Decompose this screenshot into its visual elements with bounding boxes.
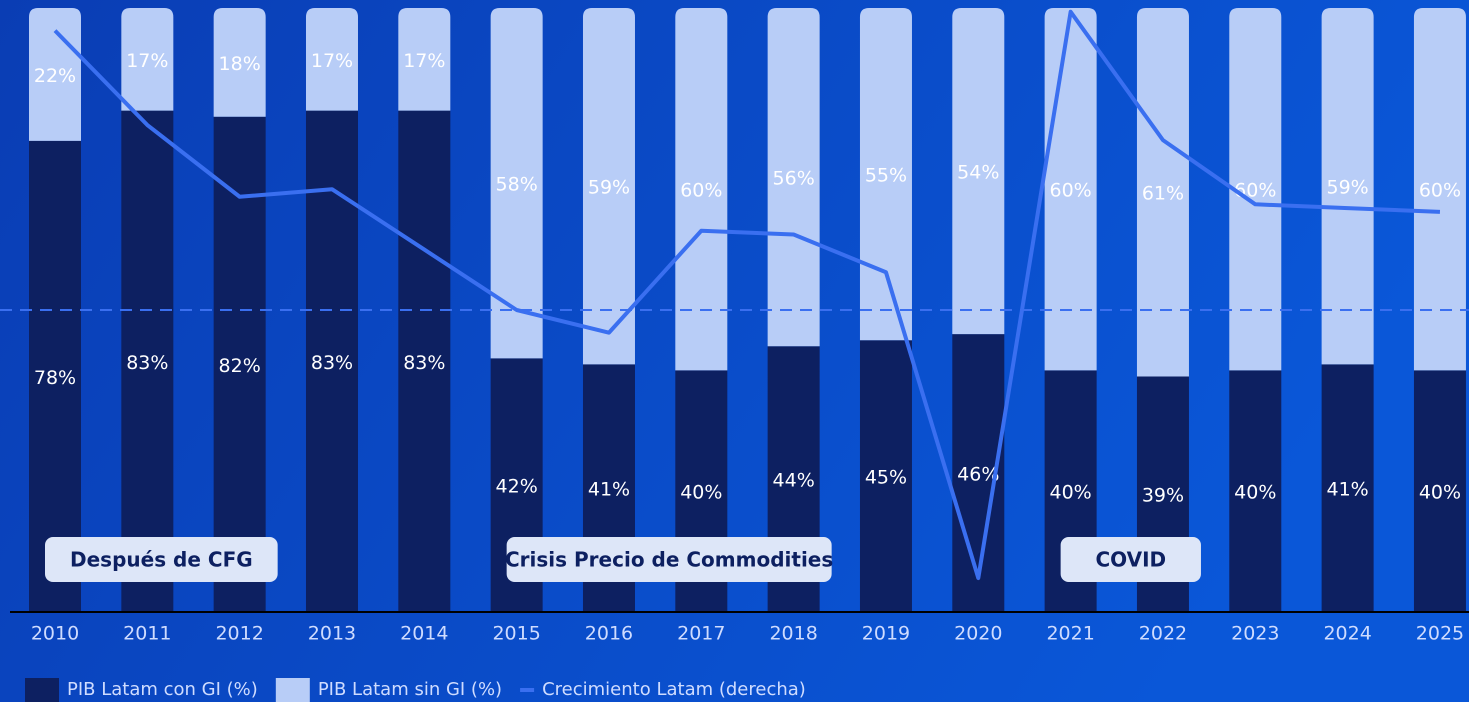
- annotation-text: COVID: [1095, 548, 1166, 572]
- bar-segment: [1136, 8, 1189, 377]
- bar-segment: [121, 110, 174, 613]
- data-label: 83%: [126, 352, 168, 374]
- legend-label: Crecimiento Latam (derecha): [542, 679, 806, 700]
- bar-segment: [859, 340, 912, 612]
- data-label: 41%: [588, 479, 630, 501]
- bar-segment: [305, 8, 358, 111]
- line-series: [53, 9, 1441, 581]
- data-label: 60%: [1050, 180, 1092, 202]
- data-label: 22%: [34, 65, 76, 87]
- data-label: 39%: [1142, 485, 1184, 507]
- x-tick-label: 2011: [123, 623, 171, 645]
- bar-segment: [29, 140, 81, 612]
- data-label: 61%: [1142, 183, 1184, 205]
- x-tick-label: 2017: [677, 623, 725, 645]
- bar-segment: [305, 110, 358, 613]
- annotation-box: [1060, 537, 1201, 582]
- legend-swatch: [25, 678, 59, 702]
- bar-segment: [398, 110, 451, 613]
- bar-segment: [1321, 8, 1374, 365]
- x-tick-label: 2020: [954, 623, 1002, 645]
- bar-segment: [582, 8, 635, 365]
- data-label: 17%: [403, 50, 445, 72]
- bar-segment: [952, 8, 1005, 335]
- x-tick-label: 2022: [1139, 623, 1187, 645]
- x-tick-label: 2025: [1416, 623, 1464, 645]
- bar-segment: [398, 8, 451, 111]
- data-label: 45%: [865, 467, 907, 489]
- x-tick-label: 2012: [215, 623, 263, 645]
- bar-segment: [1321, 364, 1374, 612]
- data-label: 44%: [773, 470, 815, 492]
- data-label: 78%: [34, 367, 76, 389]
- data-label: 18%: [219, 53, 261, 75]
- data-label: 40%: [1419, 482, 1461, 504]
- bar-segment: [490, 8, 543, 359]
- data-label: 83%: [311, 352, 353, 374]
- data-label: 59%: [1327, 177, 1369, 199]
- data-label: 60%: [1234, 180, 1276, 202]
- data-label: 40%: [1234, 482, 1276, 504]
- data-label: 56%: [773, 168, 815, 190]
- data-label: 59%: [588, 177, 630, 199]
- bar-segment: [213, 8, 266, 117]
- data-label: 17%: [311, 50, 353, 72]
- data-label: 40%: [1050, 482, 1092, 504]
- annotation-box: [45, 537, 278, 582]
- bar-segment: [1413, 8, 1466, 371]
- annotation-text: Después de CFG: [70, 548, 253, 572]
- x-tick-label: 2024: [1323, 623, 1371, 645]
- annotation-text: Crisis Precio de Commodities: [505, 548, 833, 572]
- bar-segment: [952, 334, 1005, 612]
- data-label: 41%: [1327, 479, 1369, 501]
- x-tick-label: 2013: [308, 623, 356, 645]
- bar-segment: [859, 8, 912, 341]
- legend-label: PIB Latam con GI (%): [67, 679, 258, 700]
- bar-segment: [1229, 370, 1282, 612]
- x-tick-label: 2016: [585, 623, 633, 645]
- legend-swatch: [275, 678, 310, 702]
- data-label: 60%: [680, 180, 722, 202]
- x-tick-label: 2010: [31, 623, 79, 645]
- bar-segment: [1229, 8, 1282, 371]
- data-label: 58%: [496, 174, 538, 196]
- legend-label: PIB Latam sin GI (%): [318, 679, 502, 700]
- x-tick-label: 2021: [1046, 623, 1094, 645]
- x-tick-label: 2023: [1231, 623, 1279, 645]
- data-label: 55%: [865, 165, 907, 187]
- bar-segment: [767, 8, 820, 347]
- data-label: 42%: [496, 476, 538, 498]
- data-label: 60%: [1419, 180, 1461, 202]
- data-label: 83%: [403, 352, 445, 374]
- x-tick-label: 2018: [769, 623, 817, 645]
- bar-segment: [213, 116, 266, 612]
- bar-segment: [1413, 370, 1466, 612]
- data-label: 82%: [219, 355, 261, 377]
- bar-segment: [675, 8, 728, 371]
- data-label: 40%: [680, 482, 722, 504]
- bar-segment: [121, 8, 174, 111]
- data-label: 17%: [126, 50, 168, 72]
- x-tick-label: 2014: [400, 623, 448, 645]
- data-label: 46%: [957, 464, 999, 486]
- annotation-box: [506, 537, 832, 582]
- x-tick-label: 2019: [862, 623, 910, 645]
- data-label: 54%: [957, 162, 999, 184]
- x-tick-label: 2015: [492, 623, 540, 645]
